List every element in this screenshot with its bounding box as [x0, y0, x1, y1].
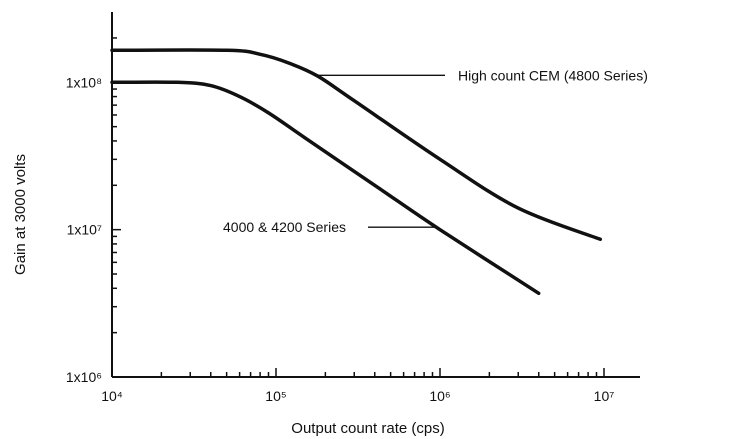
series-4000-4200-curve	[110, 80, 541, 296]
x-axis-label: Output count rate (cps)	[291, 420, 444, 437]
high-count-cem-label: High count CEM (4800 Series)	[458, 67, 648, 83]
series-4000-4200-label: 4000 & 4200 Series	[223, 219, 346, 235]
y-ticks: 1x10⁶ 1x10⁷ 1x10⁸	[66, 37, 121, 385]
y-tick-label: 1x10⁶	[66, 369, 102, 385]
x-tick-label: 10⁴	[101, 388, 123, 404]
curves	[110, 48, 603, 296]
annotations: High count CEM (4800 Series) 4000 & 4200 …	[223, 67, 648, 235]
x-tick-label: 10⁶	[429, 388, 450, 404]
y-tick-label: 1x10⁷	[67, 222, 102, 238]
y-axis-label: Gain at 3000 volts	[12, 154, 29, 275]
y-tick-label: 1x10⁸	[66, 74, 102, 90]
axes	[111, 12, 640, 378]
x-tick-label: 10⁷	[594, 388, 615, 404]
x-ticks: 10⁴ 10⁵ 10⁶ 10⁷	[101, 368, 614, 404]
high-count-cem-curve	[110, 48, 603, 242]
x-tick-label: 10⁵	[265, 388, 286, 404]
